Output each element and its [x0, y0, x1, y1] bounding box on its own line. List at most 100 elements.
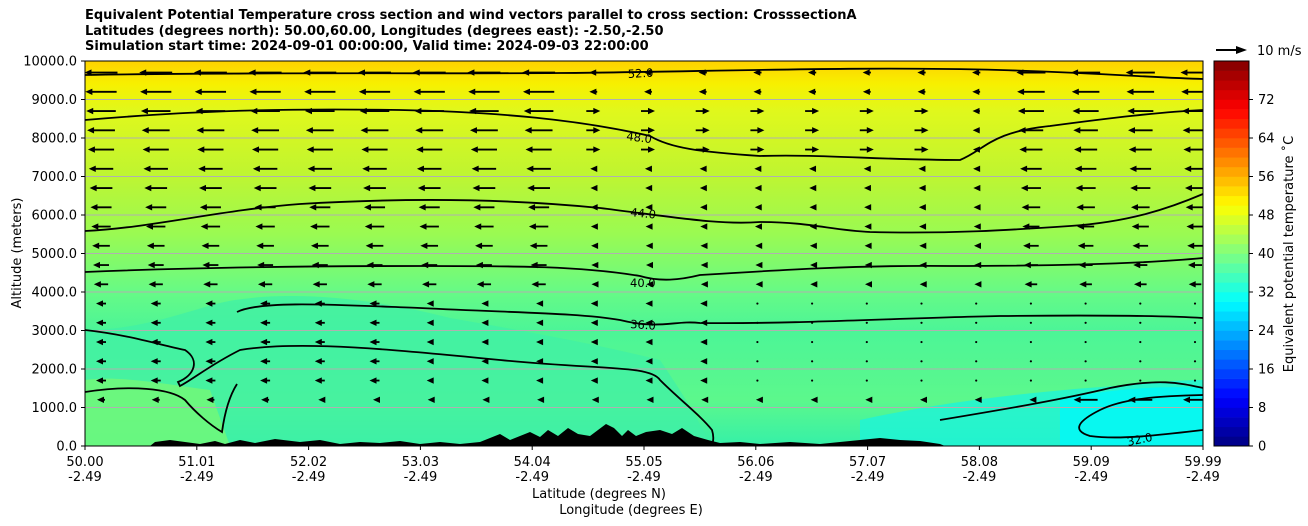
- wind-vector: [1084, 302, 1087, 305]
- wind-vector-head: [700, 242, 708, 249]
- wind-vector-head: [972, 69, 980, 76]
- wind-vector-head: [809, 204, 817, 211]
- wind-vector-head: [1075, 184, 1083, 192]
- wind-vector-head: [93, 281, 101, 288]
- wind-vector-head: [151, 396, 159, 403]
- wind-vector-head: [1078, 261, 1086, 269]
- wind-vector-head: [468, 88, 476, 95]
- wind-vector-head: [1074, 165, 1082, 172]
- wind-vector-head: [645, 300, 653, 307]
- wind-vector-head: [537, 396, 545, 403]
- wind-vector-head: [812, 146, 820, 153]
- wind-vector-head: [1130, 184, 1138, 192]
- wind-vector-head: [1133, 261, 1141, 269]
- wind-vector-head: [89, 184, 97, 192]
- contour-48: [85, 108, 1203, 161]
- y-tick-label: 7000.0: [32, 170, 78, 185]
- wind-vector-head: [140, 88, 148, 95]
- wind-vector-head: [755, 261, 763, 269]
- colorbar-step: [1214, 80, 1249, 91]
- wind-vector: [756, 321, 759, 324]
- wind-vector-head: [86, 107, 94, 115]
- wind-vector-head: [528, 223, 536, 230]
- wind-vector-head: [197, 146, 205, 153]
- wind-vector-head: [590, 377, 598, 384]
- wind-vector-head: [645, 358, 653, 365]
- wind-vector: [975, 360, 978, 363]
- x-axis: 50.00-2.4951.01-2.4952.02-2.4953.03-2.49…: [66, 446, 1222, 485]
- wind-vector-head: [591, 396, 599, 403]
- wind-vector-head: [96, 377, 103, 384]
- wind-vector-head: [358, 69, 366, 76]
- y-axis: 0.0 1000.0 2000.0 3000.0 4000.0 5000.0 6000.0 7…: [23, 55, 85, 455]
- wind-vector: [975, 340, 978, 344]
- wind-vector-head: [590, 223, 598, 230]
- wind-vector-head: [314, 358, 322, 365]
- wind-vector-head: [864, 204, 872, 211]
- wind-vector-head: [252, 165, 260, 172]
- x-tick-label-lat: 52.02: [290, 455, 327, 470]
- wind-vector: [1084, 340, 1087, 344]
- wind-vector-head: [87, 127, 95, 134]
- wind-vector-head: [530, 261, 538, 269]
- wind-vector-head: [1077, 223, 1085, 230]
- wind-vector-head: [863, 184, 871, 192]
- wind-vector-head: [146, 223, 154, 230]
- wind-vector-head: [194, 88, 202, 95]
- y-tick-label: 10000.0: [23, 55, 77, 70]
- x-tick-label-lat: 56.06: [737, 455, 774, 470]
- wind-vector-head: [150, 338, 158, 346]
- wind-vector-head: [699, 184, 707, 192]
- x-axis-label-longitude: Longitude (degrees E): [559, 503, 703, 518]
- wind-vector-head: [467, 69, 475, 76]
- wind-vector-head: [526, 165, 534, 172]
- wind-vector-head: [426, 338, 434, 346]
- wind-vector-head: [369, 358, 377, 365]
- wind-vector-head: [1020, 184, 1028, 192]
- terrain: [150, 424, 945, 446]
- colorbar-step: [1214, 436, 1249, 447]
- wind-vector-head: [141, 127, 149, 134]
- wind-vector-head: [422, 281, 430, 288]
- wind-vector-head: [753, 69, 761, 76]
- wind-vector-head: [369, 338, 377, 346]
- colorbar-step: [1214, 359, 1249, 370]
- x-tick-label-lat: 54.04: [514, 455, 551, 470]
- colorbar-step: [1214, 61, 1249, 71]
- wind-vector-head: [205, 300, 213, 307]
- wind-vector-head: [1127, 107, 1135, 115]
- y-axis-label: Altitude (meters): [10, 198, 25, 309]
- wind-vector-head: [419, 223, 427, 230]
- wind-vector-head: [305, 127, 313, 134]
- wind-vector-head: [366, 261, 374, 269]
- wind-vector-head: [1181, 88, 1189, 95]
- wind-vector-head: [415, 127, 423, 134]
- wind-vector-head: [1077, 242, 1085, 249]
- x-tick-label-lat: 59.09: [1073, 455, 1110, 470]
- wind-vector-head: [755, 281, 763, 288]
- colorbar-tick-label: 48: [1258, 209, 1275, 224]
- wind-vector-head: [809, 242, 817, 249]
- wind-vector: [920, 302, 923, 305]
- coldest-patch: [1060, 387, 1203, 446]
- colorbar-step: [1214, 99, 1249, 110]
- wind-vector-head: [427, 396, 435, 403]
- wind-vector-head: [973, 204, 981, 211]
- wind-vector: [920, 360, 923, 363]
- wind-vector: [1193, 379, 1197, 382]
- wind-vector-head: [754, 165, 762, 172]
- wind-vector: [865, 360, 868, 363]
- wind-vector-head: [698, 69, 706, 76]
- wind-vector: [1139, 360, 1142, 363]
- colorbar-tick-label: 64: [1258, 132, 1275, 147]
- wind-vectors: [85, 69, 1203, 403]
- x-tick-label-lon: -2.49: [68, 470, 102, 485]
- wind-vector-head: [412, 69, 420, 76]
- wind-vector-head: [257, 281, 265, 288]
- wind-vector-head: [472, 184, 480, 192]
- wind-vector: [975, 321, 978, 324]
- x-tick-label-lon: -2.49: [851, 470, 885, 485]
- contour-44: [85, 193, 1203, 234]
- wind-vector: [756, 302, 759, 305]
- wind-vector-head: [471, 165, 479, 172]
